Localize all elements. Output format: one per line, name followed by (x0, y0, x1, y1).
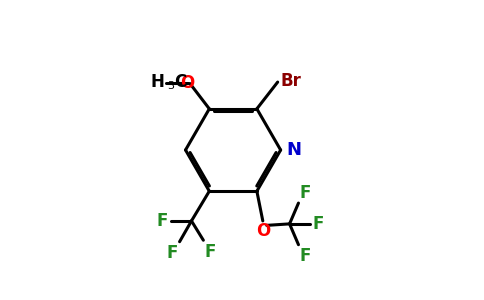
Text: F: F (300, 184, 311, 202)
Text: F: F (157, 212, 168, 230)
Text: Br: Br (281, 72, 302, 90)
Text: O: O (256, 222, 270, 240)
Text: O: O (181, 74, 195, 92)
Text: C: C (175, 73, 187, 91)
Text: H: H (151, 73, 165, 91)
Text: F: F (300, 247, 311, 265)
Text: 3: 3 (167, 81, 174, 91)
Text: F: F (166, 244, 178, 262)
Text: F: F (205, 243, 216, 261)
Text: N: N (286, 141, 301, 159)
Text: F: F (313, 215, 324, 233)
